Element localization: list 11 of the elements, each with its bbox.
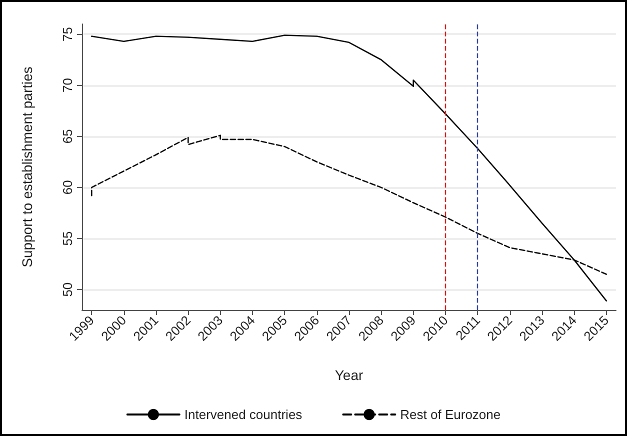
- y-tick-label: 50: [60, 282, 75, 297]
- y-tick-label: 75: [60, 26, 75, 42]
- y-tick-label: 60: [60, 180, 75, 195]
- y-tick-label: 70: [60, 78, 75, 93]
- legend-label: Intervened countries: [184, 407, 303, 422]
- y-tick-label: 65: [60, 129, 75, 144]
- legend-label: Rest of Eurozone: [400, 407, 501, 422]
- line-series: [91, 34, 607, 302]
- y-tick-label: 55: [60, 231, 75, 246]
- y-axis-title: Support to establishment parties: [19, 66, 35, 268]
- x-axis-title: Year: [334, 367, 364, 383]
